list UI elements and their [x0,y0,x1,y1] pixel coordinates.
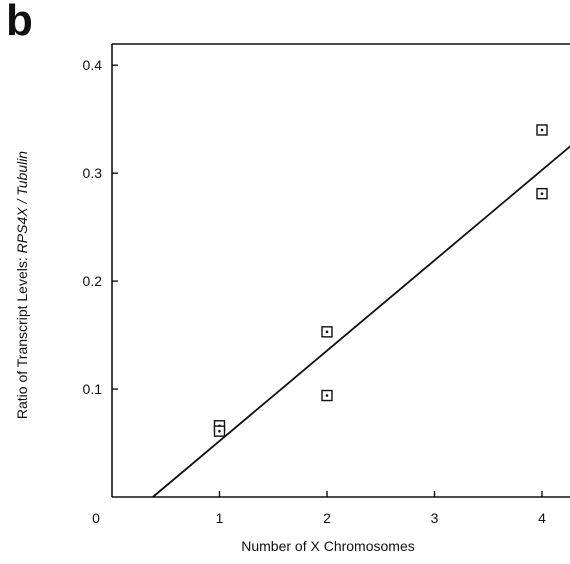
data-point-dot [540,128,544,132]
y-axis-label-italic: RPS4X / Tubulin [14,150,30,254]
x-tick-label: 3 [431,510,439,526]
y-tick-label: 0.4 [83,57,103,73]
data-point-dot [325,330,329,334]
x-tick-label: 4 [538,510,546,526]
regression-line [152,145,570,498]
data-point-dot [218,429,221,433]
x-tick-label: 0 [92,510,100,526]
data-point-dot [540,192,544,195]
x-axis-label: Number of X Chromosomes [241,538,415,554]
panel-letter: b [6,0,33,45]
x-tick-label: 1 [216,510,224,526]
y-axis-label-prefix: Ratio of Transcript Levels: [14,253,30,420]
y-tick-label: 0.2 [83,273,103,289]
y-axis-label: Ratio of Transcript Levels: RPS4X / Tubu… [14,151,30,419]
x-tick-label: 2 [323,510,331,526]
data-point-dot [325,394,329,397]
y-tick-label: 0.1 [83,381,103,397]
y-tick-label: 0.3 [83,165,103,181]
